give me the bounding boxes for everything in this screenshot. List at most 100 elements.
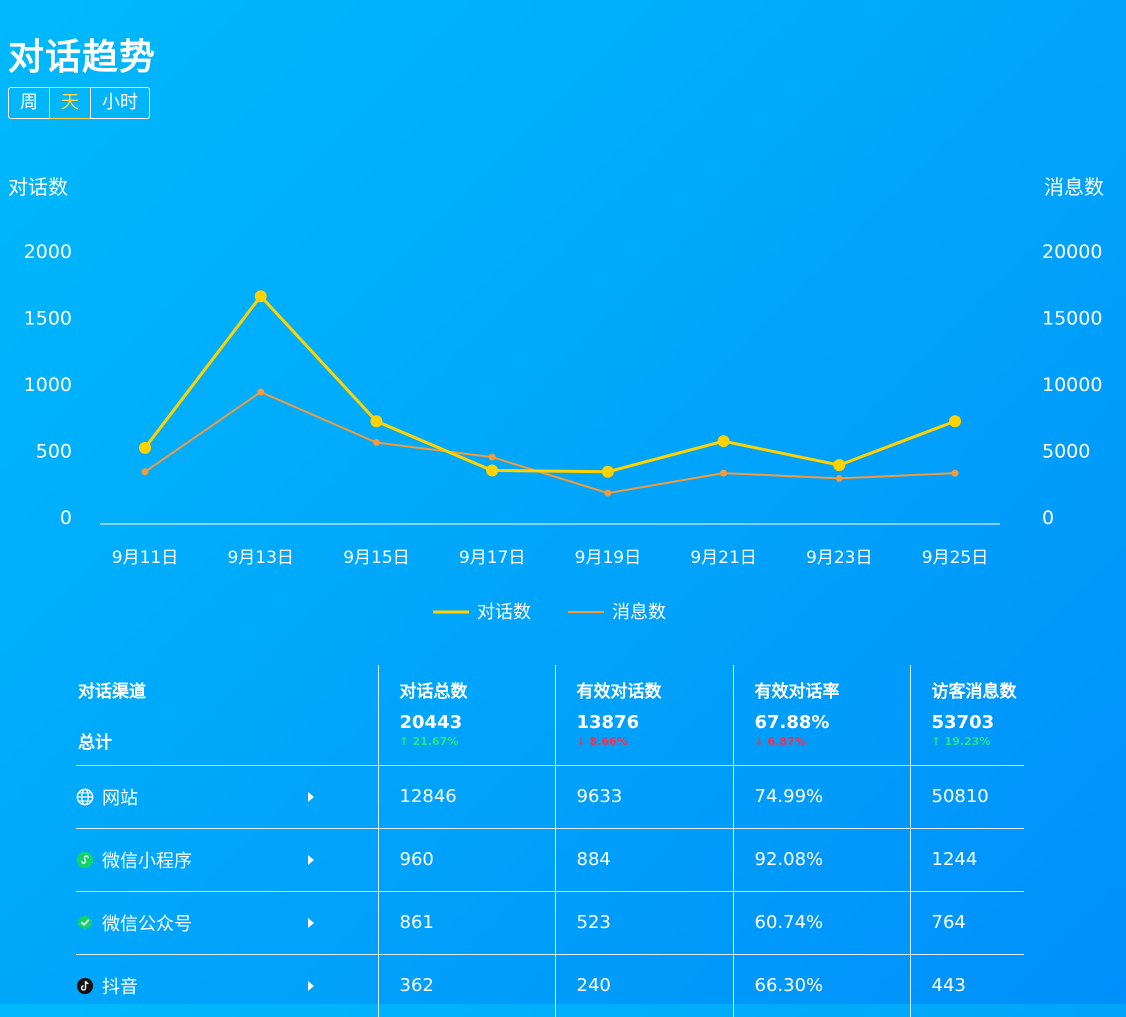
data-point-conversations[interactable]	[717, 435, 730, 448]
cell-valid-conversations: 9633	[554, 764, 733, 828]
globe-icon	[76, 788, 94, 805]
total-value: 13876	[576, 712, 640, 733]
table-row-website[interactable]: 网站 12846 9633 74.99% 50810	[76, 764, 1024, 828]
column-label: 有效对话率	[754, 682, 840, 702]
data-point-conversations[interactable]	[833, 459, 846, 472]
trend-chart: 对话数 消息数 0 500 1000 1500 2000 0 5000 10000 15000…	[8, 175, 1104, 623]
column-label: 访客消息数	[931, 682, 1017, 702]
cell-valid-rate: 60.74%	[732, 890, 910, 954]
channel-label-wrap: 网站	[76, 784, 138, 810]
channel-name: 抖音	[102, 976, 138, 998]
caret-right-icon[interactable]	[306, 979, 316, 993]
table-row-wechat-official-account[interactable]: 微信公众号 861 523 60.74% 764	[76, 890, 1024, 954]
y-left-tick-label: 1000	[24, 374, 72, 396]
data-point-messages[interactable]	[488, 453, 496, 461]
cell-visitor-messages: 764	[909, 890, 1024, 954]
x-tick-label: 9月13日	[227, 548, 293, 568]
y-left-tick-label: 500	[36, 441, 72, 463]
cell-valid-conversations: 240	[554, 953, 733, 1017]
channel-label-wrap: 微信公众号	[76, 910, 192, 936]
change-indicator: ↓ 6.87%	[754, 735, 806, 748]
y-right-tick-label: 10000	[1042, 374, 1102, 396]
channel-label-wrap: 抖音	[76, 973, 138, 999]
column-label: 对话总数	[399, 682, 468, 702]
data-point-messages[interactable]	[141, 468, 149, 476]
y-axis-right-label: 消息数	[1044, 175, 1104, 199]
tab-week[interactable]: 周	[8, 87, 50, 119]
series-line-messages	[144, 390, 956, 495]
data-point-messages[interactable]	[604, 489, 612, 497]
tab-day[interactable]: 天	[49, 87, 91, 119]
x-tick-label: 9月19日	[575, 548, 641, 568]
change-indicator: ↑ 21.67%	[399, 735, 459, 748]
period-selector: 周 天 小时	[8, 87, 150, 119]
table-row-wechat-miniprogram[interactable]: 微信小程序 960 884 92.08% 1244	[76, 827, 1024, 891]
change-indicator: ↓ 8.66%	[576, 735, 628, 748]
data-point-messages[interactable]	[257, 388, 265, 396]
channel-table: 对话渠道 总计 对话总数 20443 ↑ 21.67% 有效对话数 13876 …	[76, 665, 1024, 1017]
x-tick-label: 9月25日	[922, 548, 988, 568]
change-indicator: ↑ 19.23%	[931, 735, 991, 748]
cell-visitor-messages: 443	[909, 953, 1024, 1017]
x-tick-label: 9月23日	[806, 548, 872, 568]
legend: 对话数 消息数	[433, 602, 666, 623]
x-tick-label: 9月11日	[112, 548, 178, 568]
y-axis-left-ticks: 0 500 1000 1500 2000	[24, 241, 72, 529]
data-point-messages[interactable]	[951, 469, 959, 477]
total-value: 20443	[399, 712, 463, 733]
cell-total-conversations: 12846	[377, 764, 555, 828]
channel-cell: 微信公众号	[76, 890, 378, 954]
caret-right-icon[interactable]	[306, 916, 316, 930]
channel-label-wrap: 微信小程序	[76, 847, 192, 873]
tab-hour[interactable]: 小时	[90, 87, 150, 119]
y-right-tick-label: 5000	[1042, 441, 1090, 463]
col-visitor-messages: 访客消息数 53703 ↑ 19.23%	[909, 665, 1024, 765]
cell-valid-rate: 92.08%	[732, 827, 910, 891]
col-valid-rate: 有效对话率 67.88% ↓ 6.87%	[732, 665, 910, 765]
y-axis-right-ticks: 0 5000 10000 15000 20000	[1042, 241, 1102, 529]
data-point-conversations[interactable]	[139, 441, 151, 454]
data-point-conversations[interactable]	[370, 415, 383, 428]
channel-header-cell: 对话渠道 总计	[76, 665, 378, 765]
channel-column-label: 对话渠道	[78, 682, 146, 702]
data-point-conversations[interactable]	[949, 415, 961, 428]
table-row-tiktok[interactable]: 抖音 362 240 66.30% 443	[76, 953, 1024, 1017]
col-total-conversations: 对话总数 20443 ↑ 21.67%	[377, 665, 555, 765]
data-point-messages[interactable]	[720, 469, 728, 477]
wechat-miniprogram-icon	[76, 851, 94, 868]
x-tick-label: 9月15日	[343, 548, 409, 568]
legend-label-messages: 消息数	[612, 602, 666, 623]
channel-cell: 微信小程序	[76, 827, 378, 891]
data-point-messages[interactable]	[372, 439, 380, 447]
legend-item-messages[interactable]: 消息数	[568, 602, 666, 623]
y-left-tick-label: 2000	[24, 241, 72, 263]
table-header: 对话渠道 总计 对话总数 20443 ↑ 21.67% 有效对话数 13876 …	[76, 665, 1024, 765]
cell-visitor-messages: 1244	[909, 827, 1024, 891]
data-point-conversations[interactable]	[601, 465, 614, 478]
caret-right-icon[interactable]	[306, 790, 316, 804]
total-label: 总计	[78, 733, 112, 753]
channel-cell: 抖音	[76, 953, 378, 1017]
x-tick-label: 9月21日	[690, 548, 756, 568]
channel-name: 微信公众号	[102, 913, 192, 935]
data-point-conversations[interactable]	[254, 290, 267, 303]
wechat-official-account-icon	[77, 914, 93, 930]
cell-total-conversations: 861	[377, 890, 555, 954]
y-left-tick-label: 1500	[24, 308, 72, 330]
cell-visitor-messages: 50810	[909, 764, 1024, 828]
data-point-messages[interactable]	[835, 474, 843, 482]
tiktok-icon	[76, 977, 94, 994]
channel-cell: 网站	[76, 764, 378, 828]
x-tick-label: 9月17日	[459, 548, 525, 568]
x-axis-ticks: 9月11日 9月13日 9月15日 9月17日 9月19日 9月21日 9月23日 9月25日	[112, 548, 988, 568]
cell-total-conversations: 362	[377, 953, 555, 1017]
y-axis-left-label: 对话数	[8, 175, 68, 199]
series-line-conversations	[143, 293, 956, 474]
caret-right-icon[interactable]	[306, 853, 316, 867]
data-point-conversations[interactable]	[486, 464, 499, 477]
cell-valid-conversations: 523	[554, 890, 733, 954]
legend-label-conversations: 对话数	[477, 602, 531, 623]
total-value: 67.88%	[754, 712, 830, 733]
legend-item-conversations[interactable]: 对话数	[433, 602, 531, 623]
y-right-tick-label: 0	[1042, 507, 1054, 529]
